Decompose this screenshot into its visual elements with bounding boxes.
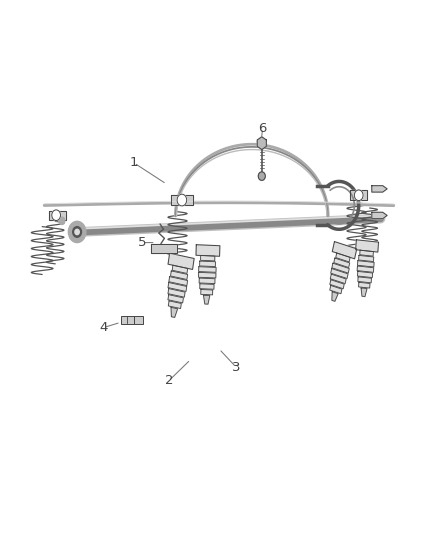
Polygon shape bbox=[336, 253, 350, 262]
Circle shape bbox=[73, 227, 81, 237]
Polygon shape bbox=[168, 295, 184, 303]
Polygon shape bbox=[200, 261, 215, 266]
Polygon shape bbox=[199, 278, 215, 284]
Circle shape bbox=[68, 221, 86, 243]
Text: 5: 5 bbox=[138, 236, 147, 249]
Polygon shape bbox=[334, 258, 350, 268]
Polygon shape bbox=[172, 265, 187, 273]
Circle shape bbox=[177, 194, 187, 206]
Text: 4: 4 bbox=[99, 321, 107, 334]
Polygon shape bbox=[360, 250, 373, 256]
Circle shape bbox=[75, 229, 79, 235]
Circle shape bbox=[354, 190, 363, 200]
Polygon shape bbox=[361, 288, 367, 296]
Polygon shape bbox=[357, 266, 374, 272]
Polygon shape bbox=[171, 308, 177, 317]
Polygon shape bbox=[169, 277, 187, 286]
Polygon shape bbox=[198, 272, 216, 278]
Polygon shape bbox=[200, 284, 214, 289]
Text: 1: 1 bbox=[130, 156, 138, 169]
Polygon shape bbox=[168, 301, 181, 309]
Circle shape bbox=[258, 172, 265, 180]
Polygon shape bbox=[358, 277, 371, 283]
Circle shape bbox=[52, 210, 60, 221]
Polygon shape bbox=[372, 185, 387, 192]
Polygon shape bbox=[332, 241, 357, 259]
Polygon shape bbox=[330, 274, 346, 284]
Polygon shape bbox=[330, 280, 344, 289]
Polygon shape bbox=[49, 211, 66, 220]
Circle shape bbox=[59, 217, 65, 224]
Polygon shape bbox=[196, 245, 220, 256]
Polygon shape bbox=[359, 255, 374, 262]
Polygon shape bbox=[151, 244, 177, 253]
Text: 2: 2 bbox=[165, 374, 173, 387]
Polygon shape bbox=[201, 255, 215, 261]
Polygon shape bbox=[201, 289, 213, 295]
Polygon shape bbox=[357, 271, 373, 278]
Polygon shape bbox=[357, 261, 374, 267]
Polygon shape bbox=[171, 195, 193, 205]
Polygon shape bbox=[330, 286, 342, 294]
Polygon shape bbox=[331, 269, 348, 278]
Text: 6: 6 bbox=[258, 122, 267, 135]
Polygon shape bbox=[168, 253, 194, 270]
Polygon shape bbox=[372, 212, 387, 219]
Text: 3: 3 bbox=[232, 361, 241, 374]
Polygon shape bbox=[332, 292, 338, 301]
Polygon shape bbox=[359, 282, 370, 288]
Polygon shape bbox=[350, 190, 367, 200]
Polygon shape bbox=[199, 266, 216, 272]
Polygon shape bbox=[170, 271, 187, 279]
Polygon shape bbox=[204, 295, 210, 304]
Polygon shape bbox=[332, 263, 349, 273]
Polygon shape bbox=[257, 137, 266, 150]
Polygon shape bbox=[356, 240, 378, 252]
FancyBboxPatch shape bbox=[134, 316, 143, 324]
Polygon shape bbox=[168, 289, 185, 297]
FancyBboxPatch shape bbox=[121, 316, 134, 324]
Polygon shape bbox=[168, 282, 187, 292]
